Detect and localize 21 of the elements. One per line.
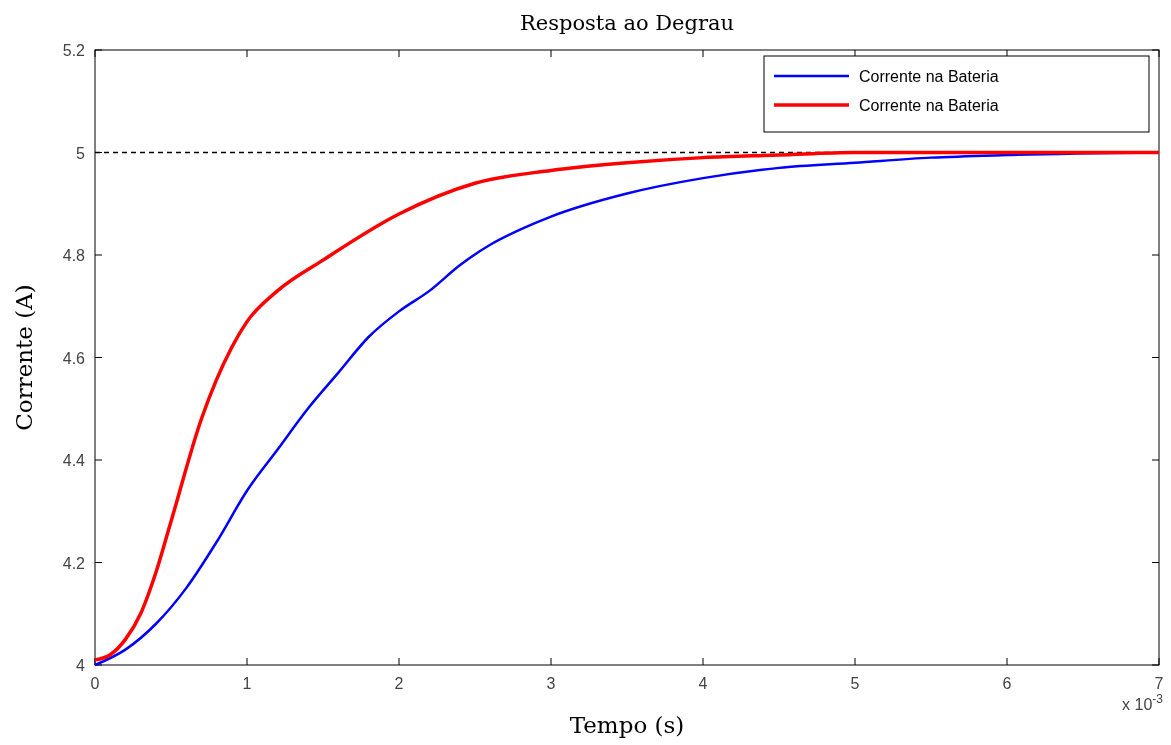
y-tick-label: 4.8: [62, 247, 86, 264]
y-tick-label: 5: [76, 144, 86, 162]
x-axis-title: Tempo (s): [569, 712, 685, 738]
x-tick-label: 3: [546, 675, 556, 692]
y-tick-label: 5.2: [62, 42, 86, 59]
y-tick-label: 4.4: [62, 452, 86, 469]
y-axis-title: Corrente (A): [11, 284, 37, 431]
x-tick-label: 6: [1002, 675, 1012, 692]
chart-title: Resposta ao Degrau: [519, 11, 735, 35]
x-tick-label: 5: [850, 675, 860, 692]
x-tick-label: 1: [242, 675, 252, 692]
legend-label: Corrente na Bateria: [859, 97, 999, 114]
y-tick-label: 4.6: [62, 349, 86, 367]
x-tick-label: 0: [90, 675, 100, 692]
y-tick-label: 4.2: [62, 554, 86, 572]
x-tick-label: 2: [394, 675, 404, 692]
text: x 10$^{-3}$: [1122, 692, 1164, 713]
legend-label: Corrente na Bateria: [859, 68, 999, 85]
x-tick-label: 4: [698, 675, 708, 692]
y-tick-label: 4: [76, 657, 86, 674]
x-tick-label: 7: [1154, 675, 1164, 692]
